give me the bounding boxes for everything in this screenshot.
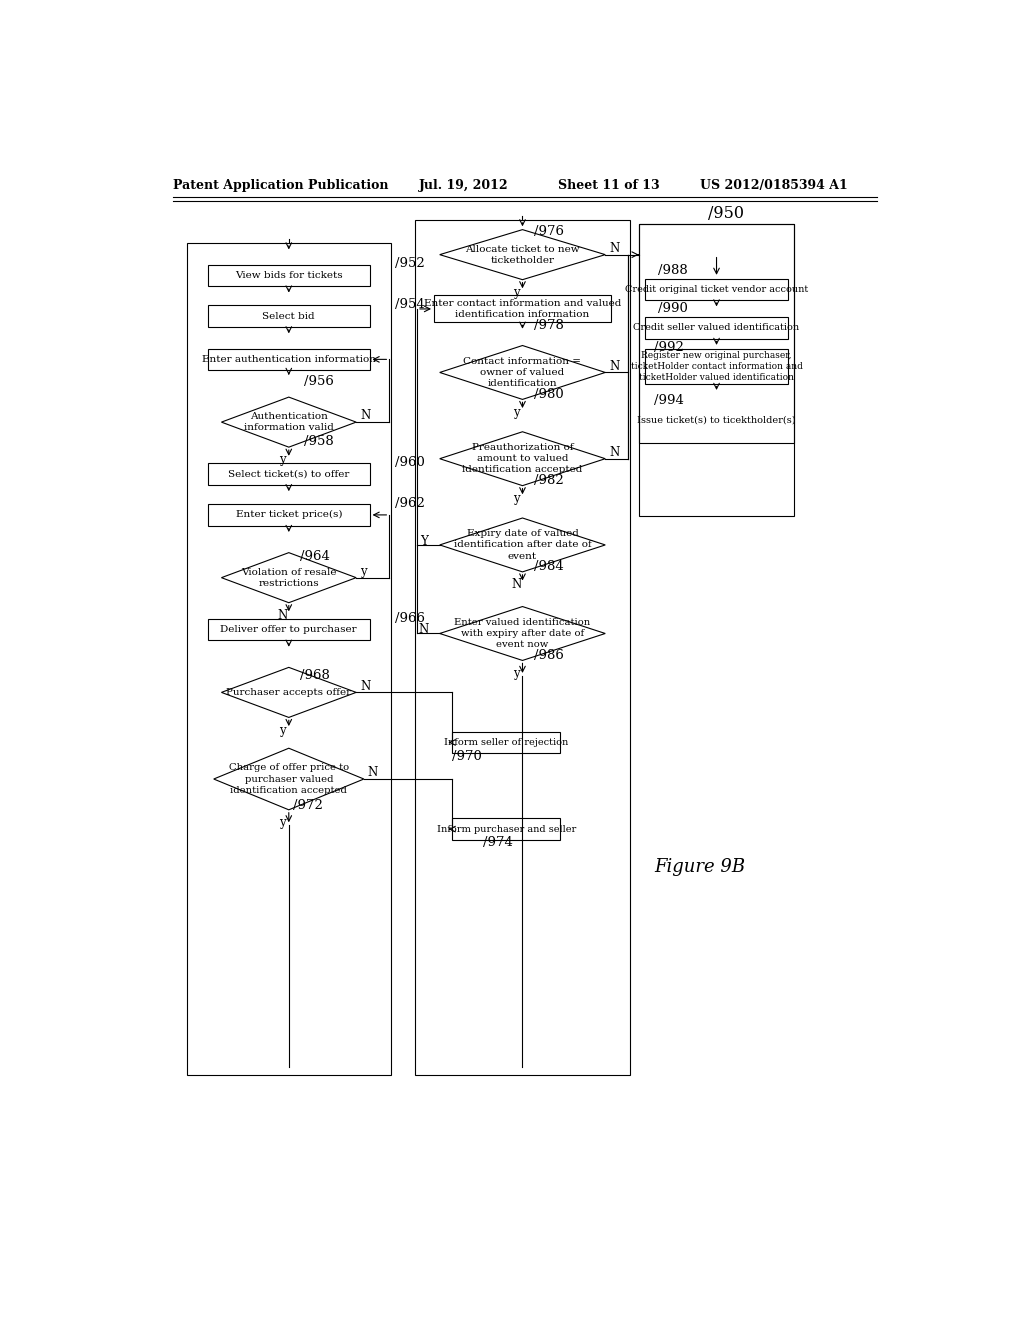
Text: y: y bbox=[280, 453, 286, 466]
Text: Figure 9B: Figure 9B bbox=[654, 858, 745, 875]
Text: y: y bbox=[513, 405, 519, 418]
Text: /958: /958 bbox=[304, 434, 334, 447]
Bar bbox=[208, 264, 370, 286]
Text: N: N bbox=[609, 360, 620, 372]
Text: Select bid: Select bid bbox=[262, 312, 315, 321]
Text: y: y bbox=[513, 667, 519, 680]
Text: /994: /994 bbox=[654, 395, 684, 408]
Text: US 2012/0185394 A1: US 2012/0185394 A1 bbox=[700, 178, 848, 191]
Polygon shape bbox=[221, 397, 356, 447]
Text: Enter authentication information: Enter authentication information bbox=[202, 355, 376, 364]
Text: /992: /992 bbox=[654, 341, 684, 354]
Text: Issue ticket(s) to ticektholder(s): Issue ticket(s) to ticektholder(s) bbox=[637, 416, 796, 425]
Bar bbox=[208, 348, 370, 370]
Text: y: y bbox=[280, 816, 286, 829]
Text: /988: /988 bbox=[658, 264, 688, 277]
Text: /968: /968 bbox=[300, 669, 330, 682]
Bar bbox=[208, 619, 370, 640]
Bar bbox=[645, 317, 787, 339]
Bar bbox=[645, 279, 787, 300]
Text: Expiry date of valued
identification after date of
event: Expiry date of valued identification aft… bbox=[454, 529, 592, 561]
Text: N: N bbox=[609, 446, 620, 459]
Text: N: N bbox=[609, 242, 620, 255]
Text: N: N bbox=[368, 767, 378, 779]
Text: y: y bbox=[280, 723, 286, 737]
Text: /952: /952 bbox=[394, 257, 424, 271]
Text: /978: /978 bbox=[535, 319, 564, 333]
Text: /990: /990 bbox=[658, 302, 688, 315]
Bar bbox=[208, 504, 370, 525]
Text: Enter valued identification
with expiry after date of
event now: Enter valued identification with expiry … bbox=[455, 618, 591, 649]
Polygon shape bbox=[439, 230, 605, 280]
Text: /972: /972 bbox=[293, 800, 323, 813]
Text: /956: /956 bbox=[304, 375, 334, 388]
Text: /950: /950 bbox=[708, 206, 744, 222]
Text: Credit seller valued identification: Credit seller valued identification bbox=[634, 323, 800, 333]
Text: View bids for tickets: View bids for tickets bbox=[234, 271, 343, 280]
Text: /966: /966 bbox=[394, 611, 425, 624]
Text: Credit original ticket vendor account: Credit original ticket vendor account bbox=[625, 285, 808, 294]
Bar bbox=[186, 243, 391, 1074]
Text: Jul. 19, 2012: Jul. 19, 2012 bbox=[419, 178, 509, 191]
Polygon shape bbox=[214, 748, 364, 810]
Text: Enter contact information and valued
identification information: Enter contact information and valued ide… bbox=[424, 298, 622, 319]
Text: /970: /970 bbox=[453, 750, 482, 763]
Text: N: N bbox=[511, 578, 521, 591]
Bar bbox=[639, 224, 795, 442]
Text: Preauthorization of
amount to valued
identification accepted: Preauthorization of amount to valued ide… bbox=[462, 444, 583, 474]
Text: Register new original purchaser,
ticketHolder contact information and
ticketHold: Register new original purchaser, ticketH… bbox=[631, 351, 803, 381]
Text: y: y bbox=[360, 565, 367, 578]
Text: Inform purchaser and seller: Inform purchaser and seller bbox=[436, 825, 575, 833]
Text: /960: /960 bbox=[394, 455, 425, 469]
Text: y: y bbox=[513, 286, 519, 298]
Text: N: N bbox=[360, 680, 371, 693]
Text: Allocate ticket to new
ticketholder: Allocate ticket to new ticketholder bbox=[465, 244, 580, 265]
Text: Inform seller of rejection: Inform seller of rejection bbox=[444, 738, 568, 747]
Text: Patent Application Publication: Patent Application Publication bbox=[173, 178, 388, 191]
Text: /976: /976 bbox=[535, 224, 564, 238]
Text: N: N bbox=[278, 609, 288, 622]
Text: Violation of resale
restrictions: Violation of resale restrictions bbox=[241, 568, 337, 587]
Text: N: N bbox=[360, 409, 371, 422]
Text: Contact information =
owner of valued
identification: Contact information = owner of valued id… bbox=[464, 356, 582, 388]
Bar bbox=[453, 731, 560, 754]
Text: Purchaser accepts offer: Purchaser accepts offer bbox=[226, 688, 351, 697]
Text: /974: /974 bbox=[483, 837, 513, 850]
Text: Y: Y bbox=[420, 535, 428, 548]
Text: Select ticket(s) to offer: Select ticket(s) to offer bbox=[228, 470, 349, 479]
Text: /980: /980 bbox=[535, 388, 564, 400]
Polygon shape bbox=[439, 346, 605, 400]
Bar bbox=[208, 463, 370, 484]
Bar bbox=[208, 305, 370, 327]
Polygon shape bbox=[439, 517, 605, 572]
Text: Charge of offer price to
purchaser valued
identification accepted: Charge of offer price to purchaser value… bbox=[228, 763, 349, 795]
Bar bbox=[645, 348, 787, 384]
Text: N: N bbox=[418, 623, 428, 636]
Text: /954: /954 bbox=[394, 298, 424, 312]
Text: y: y bbox=[513, 492, 519, 504]
Bar bbox=[639, 224, 795, 516]
Text: /982: /982 bbox=[535, 474, 564, 487]
Text: Authentication
information valid: Authentication information valid bbox=[244, 412, 334, 432]
Text: /984: /984 bbox=[535, 560, 564, 573]
Polygon shape bbox=[439, 432, 605, 486]
Polygon shape bbox=[439, 607, 605, 660]
Polygon shape bbox=[221, 668, 356, 718]
Text: /964: /964 bbox=[300, 549, 330, 562]
Polygon shape bbox=[221, 553, 356, 603]
Text: Deliver offer to purchaser: Deliver offer to purchaser bbox=[220, 626, 357, 634]
Text: Sheet 11 of 13: Sheet 11 of 13 bbox=[558, 178, 659, 191]
Text: /986: /986 bbox=[535, 648, 564, 661]
Bar bbox=[453, 818, 560, 840]
Text: Enter ticket price(s): Enter ticket price(s) bbox=[236, 511, 342, 520]
Bar bbox=[416, 220, 630, 1074]
Text: /962: /962 bbox=[394, 496, 425, 510]
Bar bbox=[434, 296, 611, 322]
